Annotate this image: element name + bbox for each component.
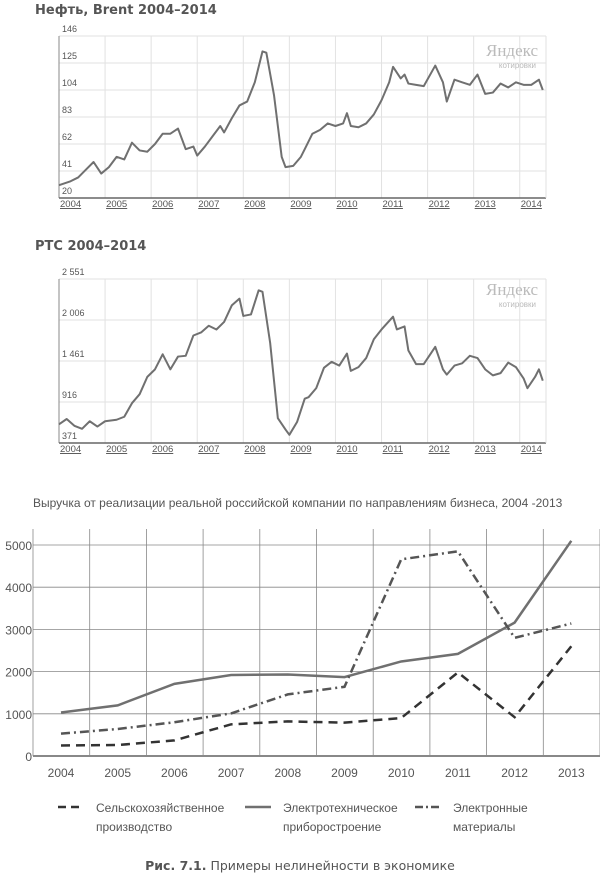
x-tick-label: 2009 xyxy=(290,444,311,455)
legend-label: Электронные xyxy=(453,801,528,815)
x-tick-label: 2013 xyxy=(475,199,496,210)
x-tick-label: 2010 xyxy=(336,444,357,455)
y-tick-label: 62 xyxy=(62,132,72,142)
y-tick-label: 2000 xyxy=(5,666,32,680)
series-line xyxy=(58,50,544,187)
x-tick-label: 2014 xyxy=(521,199,542,210)
legend-label: производство xyxy=(96,820,172,834)
y-tick-label: 104 xyxy=(62,78,77,88)
x-tick-label: 2009 xyxy=(331,766,358,780)
x-tick-label: 2011 xyxy=(383,444,403,455)
y-tick-label: 5000 xyxy=(5,539,32,553)
x-tick-label: 2008 xyxy=(244,444,265,455)
x-tick-label: 2008 xyxy=(244,199,265,210)
legend-label: приборостроение xyxy=(283,820,382,834)
rts-chart: 2 551 2 006 1 461 916 371 2004 2005 2006 2007 200… xyxy=(58,267,547,455)
x-tick-label: 2007 xyxy=(218,766,245,780)
y-tick-label: 1 461 xyxy=(62,349,85,359)
series-line-2 xyxy=(60,540,573,714)
x-tick-label: 2012 xyxy=(429,444,450,455)
yandex-logo-sub: котировки xyxy=(499,300,536,309)
chart-title-brent: Нефть, Brent 2004–2014 xyxy=(35,3,217,18)
x-tick-label: 2007 xyxy=(198,199,219,210)
x-tick-label: 2014 xyxy=(521,444,542,455)
x-tick-label: 2009 xyxy=(290,199,311,210)
x-tick-label: 2006 xyxy=(161,766,188,780)
x-tick-label: 2010 xyxy=(388,766,415,780)
y-tick-label: 0 xyxy=(25,750,32,764)
x-tick-label: 2008 xyxy=(274,766,301,780)
legend-label: Электротехническое xyxy=(283,801,398,815)
series-line-3 xyxy=(60,549,572,735)
series-line xyxy=(58,289,544,436)
x-tick-label: 2006 xyxy=(152,199,173,210)
x-tick-label: 2010 xyxy=(336,199,357,210)
series-line-1 xyxy=(60,645,573,747)
y-tick-label: 1000 xyxy=(5,708,32,722)
chart-title-rts: РТС 2004–2014 xyxy=(35,239,146,254)
brent-chart: 146 125 104 83 62 41 20 2004 2005 2006 2007 2008 200… xyxy=(58,24,547,210)
y-tick-label: 2 006 xyxy=(62,308,85,318)
caption-text: Примеры нелинейности в экономике xyxy=(206,858,455,873)
y-tick-label: 2 551 xyxy=(62,267,85,277)
x-tick-label: 2013 xyxy=(475,444,496,455)
x-tick-label: 2011 xyxy=(383,199,403,210)
x-tick-label: 2004 xyxy=(48,766,75,780)
yandex-logo: Яндекс xyxy=(486,280,538,299)
x-tick-label: 2006 xyxy=(152,444,173,455)
y-tick-label: 4000 xyxy=(5,581,32,595)
y-tick-label: 916 xyxy=(62,390,77,400)
x-tick-label: 2004 xyxy=(60,199,81,210)
caption-label: Рис. 7.1. xyxy=(145,858,206,873)
y-tick-label: 20 xyxy=(62,186,72,196)
legend-label: материалы xyxy=(453,820,515,834)
legend-label: Сельскохозяйственное xyxy=(96,801,225,815)
x-tick-label: 2012 xyxy=(429,199,450,210)
x-tick-label: 2005 xyxy=(104,766,131,780)
x-tick-label: 2011 xyxy=(445,766,471,780)
y-tick-label: 146 xyxy=(62,24,77,34)
yandex-logo: Яндекс xyxy=(486,41,538,60)
y-tick-label: 125 xyxy=(62,51,77,61)
revenue-chart: 5000 4000 3000 2000 1000 0 2004 2005 2006 2007 200… xyxy=(5,529,600,834)
yandex-logo-sub: котировки xyxy=(499,61,536,70)
x-tick-label: 2005 xyxy=(106,444,127,455)
x-tick-label: 2013 xyxy=(558,766,585,780)
y-tick-label: 41 xyxy=(62,159,72,169)
y-tick-label: 83 xyxy=(62,105,72,115)
chart-title-revenue: Выручка от реализации реальной российско… xyxy=(33,496,563,510)
x-tick-label: 2012 xyxy=(501,766,528,780)
y-tick-label: 3000 xyxy=(5,623,32,637)
x-tick-label: 2005 xyxy=(106,199,127,210)
x-tick-label: 2007 xyxy=(198,444,219,455)
figure-caption: Рис. 7.1. Примеры нелинейности в экономи… xyxy=(145,858,455,873)
x-tick-label: 2004 xyxy=(60,444,81,455)
y-tick-label: 371 xyxy=(62,431,77,441)
